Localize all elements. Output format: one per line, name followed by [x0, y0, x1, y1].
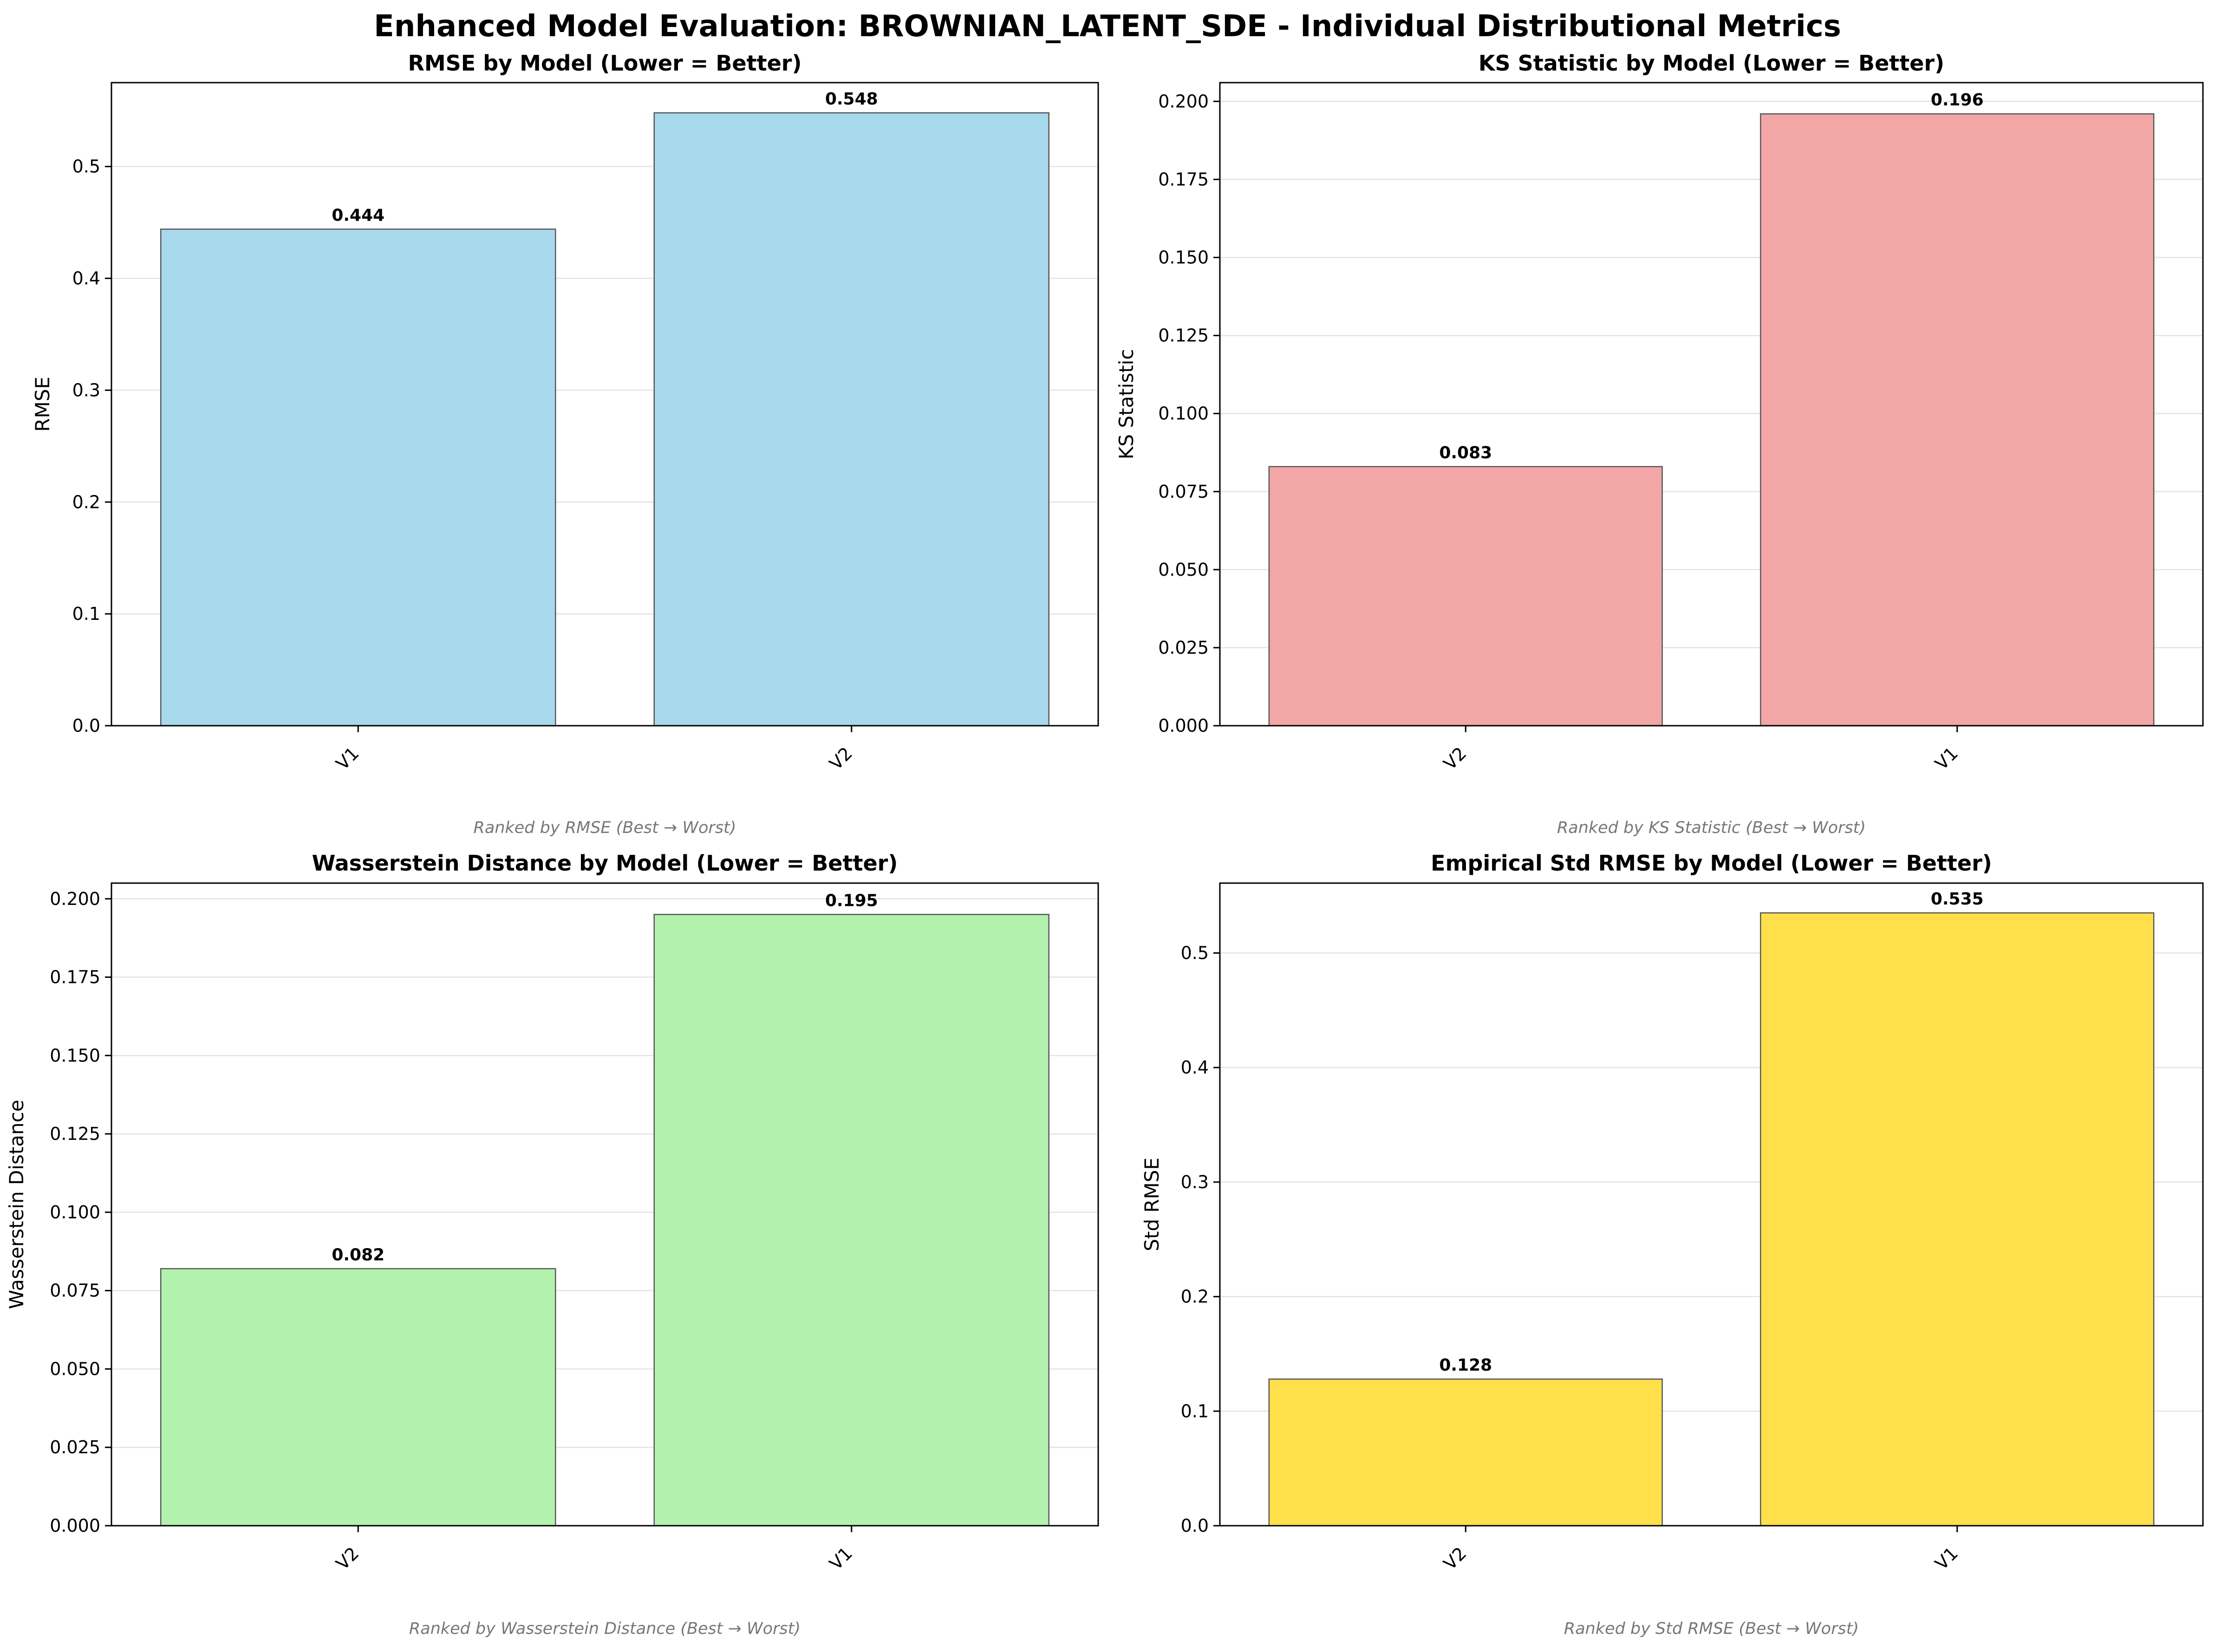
y-tick-label: 0.075	[1158, 481, 1209, 502]
y-tick-label: 0.0	[1181, 1515, 1209, 1536]
x-tick-label: V2	[1440, 1543, 1471, 1574]
plot-frame	[111, 82, 1099, 727]
y-tick-label: 0.125	[1158, 325, 1209, 346]
y-tick-label: 0.175	[50, 967, 100, 988]
bar-value-label: 0.196	[1931, 91, 1984, 110]
y-tick-label: 0.025	[1158, 637, 1209, 658]
y-tick-label: 0.050	[1158, 559, 1209, 580]
y-tick-label: 0.150	[50, 1045, 100, 1066]
y-tick-label: 0.2	[1181, 1287, 1209, 1307]
y-tick-label: 0.3	[1181, 1172, 1209, 1192]
y-tick-label: 0.050	[50, 1359, 100, 1379]
bar-v1	[1760, 912, 2155, 1527]
bar-value-label: 0.083	[1439, 443, 1492, 462]
y-tick-label: 0.175	[1158, 169, 1209, 189]
plot-frame	[111, 882, 1099, 1527]
y-tick-label: 0.1	[1181, 1401, 1209, 1421]
bar-v1	[653, 914, 1049, 1527]
chart-panel-3: 0.082 V2 0.195 V1 0.000 0.025 0.050 0.075 0.100 0…	[5, 851, 1099, 1638]
y-axis-label: Wasserstein Distance	[5, 1100, 28, 1309]
bar-v2	[1268, 1378, 1663, 1527]
ranking-note: Ranked by Wasserstein Distance (Best → W…	[409, 1619, 801, 1638]
chart-panel-4: 0.128 V2 0.535 V1 0.0 0.1 0.2 0.3 0.4 0.5 Empirica…	[1140, 851, 2204, 1638]
x-tick-label: V2	[1440, 743, 1471, 774]
y-tick-label: 0.000	[1158, 715, 1209, 736]
chart-panel-1: 0.444 V1 0.548 V2 0.0 0.1 0.2 0.3 0.4 0.5 RMSE by …	[31, 51, 1099, 837]
y-tick-label: 0.075	[50, 1281, 100, 1301]
panel-title: Empirical Std RMSE by Model (Lower = Bet…	[1431, 851, 1992, 876]
plot-frame	[1219, 882, 2204, 1527]
bar-value-label: 0.548	[825, 90, 878, 109]
y-tick-label: 0.000	[50, 1515, 100, 1536]
y-tick-label: 0.100	[1158, 403, 1209, 424]
bar-value-label: 0.082	[332, 1245, 384, 1264]
y-tick-label: 0.150	[1158, 247, 1209, 268]
x-tick-label: V1	[1931, 1543, 1962, 1574]
plot-frame	[1219, 82, 2204, 727]
bar-value-label: 0.444	[332, 206, 384, 225]
y-tick-label: 0.1	[72, 604, 100, 624]
x-tick-label: V2	[332, 1543, 363, 1574]
y-tick-label: 0.125	[50, 1124, 100, 1144]
bar-value-label: 0.535	[1931, 890, 1984, 909]
y-tick-label: 0.200	[50, 889, 100, 909]
bar-v1	[160, 228, 556, 727]
panel-title: KS Statistic by Model (Lower = Better)	[1479, 51, 1944, 76]
figure-title: Enhanced Model Evaluation: BROWNIAN_LATE…	[374, 9, 1841, 44]
y-tick-label: 0.025	[50, 1437, 100, 1457]
x-tick-label: V1	[1931, 743, 1962, 774]
y-tick-label: 0.4	[72, 268, 100, 289]
y-tick-label: 0.4	[1181, 1057, 1209, 1078]
bar-value-label: 0.195	[825, 891, 878, 911]
panel-title: RMSE by Model (Lower = Better)	[408, 51, 801, 76]
y-tick-label: 0.100	[50, 1202, 100, 1223]
y-tick-label: 0.2	[72, 492, 100, 512]
y-axis-label: RMSE	[31, 377, 54, 432]
x-tick-label: V1	[332, 743, 363, 774]
y-tick-label: 0.200	[1158, 91, 1209, 111]
x-tick-label: V2	[826, 743, 857, 774]
bar-v2	[160, 1268, 556, 1527]
x-tick-label: V1	[826, 1543, 857, 1574]
y-axis-label: Std RMSE	[1140, 1158, 1163, 1251]
panel-title: Wasserstein Distance by Model (Lower = B…	[312, 851, 898, 876]
ranking-note: Ranked by KS Statistic (Best → Worst)	[1557, 819, 1866, 837]
bar-v2	[653, 112, 1049, 727]
ranking-note: Ranked by RMSE (Best → Worst)	[474, 819, 736, 837]
y-tick-label: 0.0	[72, 715, 100, 736]
bar-v1	[1760, 113, 2155, 727]
chart-panel-2: 0.083 V2 0.196 V1 0.000 0.025 0.050 0.075 0.100 0…	[1115, 51, 2204, 837]
ranking-note: Ranked by Std RMSE (Best → Worst)	[1564, 1619, 1859, 1638]
bar-v2	[1268, 466, 1663, 727]
y-tick-label: 0.3	[72, 380, 100, 400]
y-tick-label: 0.5	[72, 156, 100, 177]
bar-value-label: 0.128	[1439, 1356, 1492, 1375]
y-tick-label: 0.5	[1181, 943, 1209, 963]
y-axis-label: KS Statistic	[1115, 349, 1138, 460]
